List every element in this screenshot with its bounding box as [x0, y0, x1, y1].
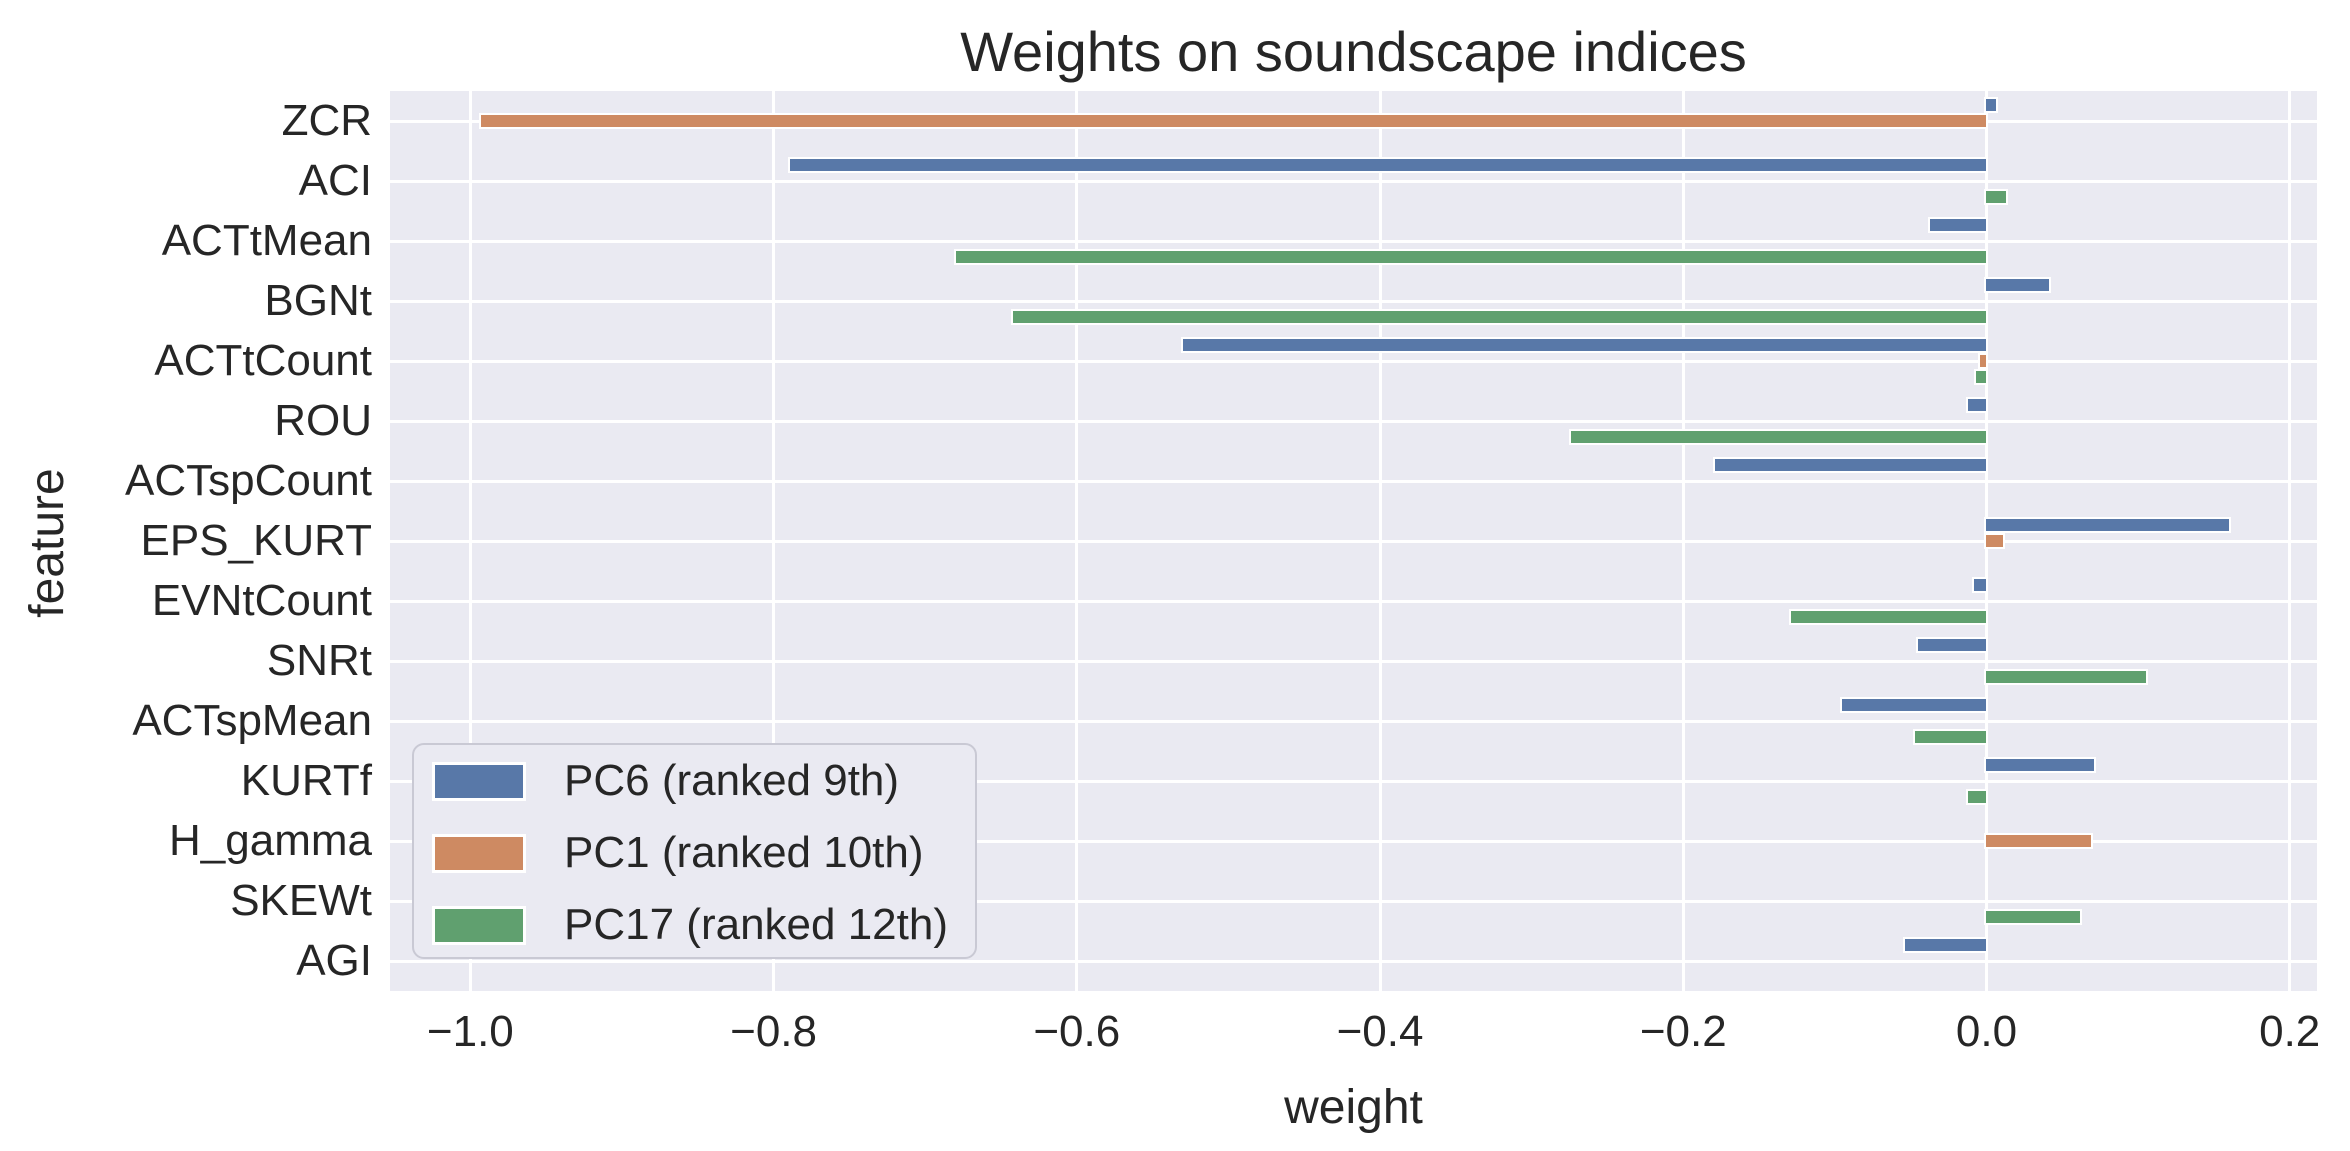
- bar-ROU-PC17: [1569, 429, 1989, 445]
- y-tick-label-EVNtCount: EVNtCount: [151, 576, 372, 625]
- bar-KURTf-PC6: [1984, 757, 2097, 773]
- y-gridline: [390, 779, 2317, 783]
- bar-EPS_KURT-PC1: [1984, 533, 2006, 549]
- y-tick-label-ROU: ROU: [274, 396, 372, 445]
- bar-ACTtMean-PC17: [953, 249, 1989, 265]
- bar-ACTtCount-PC17: [1973, 369, 1989, 385]
- y-tick-label-KURTf: KURTf: [240, 756, 372, 805]
- y-tick-label-ACI: ACI: [298, 156, 372, 205]
- bar-ROU-PC6: [1966, 397, 1989, 413]
- bar-ACI-PC6: [788, 157, 1989, 173]
- y-tick-label-ACTtMean: ACTtMean: [161, 216, 372, 265]
- bar-ACTspMean-PC17: [1913, 729, 1989, 745]
- bar-ZCR-PC1: [478, 113, 1989, 129]
- bar-SNRt-PC6: [1916, 637, 1989, 653]
- y-gridline: [390, 179, 2317, 183]
- y-gridline: [390, 839, 2317, 843]
- bar-ACTtCount-PC1: [1978, 353, 1989, 369]
- y-tick-label-ACTspCount: ACTspCount: [124, 456, 372, 505]
- bar-AGI-PC6: [1902, 937, 1989, 953]
- bar-EVNtCount-PC17: [1788, 609, 1989, 625]
- legend-label: PC17 (ranked 12th): [564, 900, 948, 949]
- x-axis-label: weight: [1284, 1081, 1423, 1134]
- y-tick-label-AGI: AGI: [296, 936, 372, 985]
- bar-ACTspMean-PC6: [1840, 697, 1989, 713]
- legend-entry: PC1 (ranked 10th): [432, 817, 962, 889]
- bar-BGNt-PC17: [1011, 309, 1989, 325]
- legend-entry: PC6 (ranked 9th): [432, 745, 962, 817]
- x-tick-label: −0.2: [1639, 1007, 1727, 1056]
- y-tick-label-SNRt: SNRt: [266, 636, 372, 685]
- y-gridline: [390, 719, 2317, 723]
- y-gridline: [390, 299, 2317, 303]
- x-tick-label: −0.6: [1033, 1007, 1121, 1056]
- bar-BGNt-PC6: [1984, 277, 2051, 293]
- bar-ACI-PC17: [1984, 189, 2009, 205]
- y-tick-label-ZCR: ZCR: [281, 96, 372, 145]
- x-tick-label: −0.8: [730, 1007, 818, 1056]
- legend-swatch-icon: [432, 833, 526, 873]
- y-gridline: [390, 539, 2317, 543]
- legend-entry: PC17 (ranked 12th): [432, 889, 962, 961]
- y-tick-label-ACTtCount: ACTtCount: [154, 336, 372, 385]
- y-gridline: [390, 239, 2317, 243]
- x-tick-label: 0.0: [1955, 1007, 2018, 1056]
- bar-ZCR-PC6: [1984, 97, 1998, 113]
- x-tick-label: −0.4: [1336, 1007, 1424, 1056]
- legend-label: PC6 (ranked 9th): [564, 756, 900, 805]
- bar-KURTf-PC17: [1966, 789, 1989, 805]
- bar-H_gamma-PC1: [1984, 833, 2094, 849]
- bar-ACTspCount-PC6: [1713, 457, 1989, 473]
- y-gridline: [390, 359, 2317, 363]
- y-tick-label-H_gamma: H_gamma: [169, 816, 372, 865]
- chart-title: Weights on soundscape indices: [960, 20, 1747, 83]
- x-tick-label: 0.2: [2259, 1007, 2321, 1056]
- y-gridline: [390, 899, 2317, 903]
- bar-SNRt-PC17: [1984, 669, 2148, 685]
- y-tick-label-EPS_KURT: EPS_KURT: [140, 516, 373, 565]
- bar-EVNtCount-PC6: [1972, 577, 1989, 593]
- legend-swatch-icon: [432, 905, 526, 945]
- y-tick-label-ACTspMean: ACTspMean: [132, 696, 372, 745]
- y-gridline: [390, 659, 2317, 663]
- bar-EPS_KURT-PC6: [1984, 517, 2232, 533]
- bar-SKEWt-PC17: [1984, 909, 2083, 925]
- y-gridline: [390, 599, 2317, 603]
- y-gridline: [390, 959, 2317, 963]
- x-tick-label: −1.0: [426, 1007, 514, 1056]
- bar-ACTtCount-PC6: [1180, 337, 1989, 353]
- bar-ACTtMean-PC6: [1928, 217, 1989, 233]
- y-tick-label-SKEWt: SKEWt: [230, 876, 372, 925]
- y-gridline: [390, 419, 2317, 423]
- y-tick-label-BGNt: BGNt: [264, 276, 372, 325]
- legend-swatch-icon: [432, 761, 526, 801]
- legend: PC6 (ranked 9th) PC1 (ranked 10th) PC17 (r…: [412, 743, 977, 959]
- y-gridline: [390, 479, 2317, 483]
- legend-label: PC1 (ranked 10th): [564, 828, 924, 877]
